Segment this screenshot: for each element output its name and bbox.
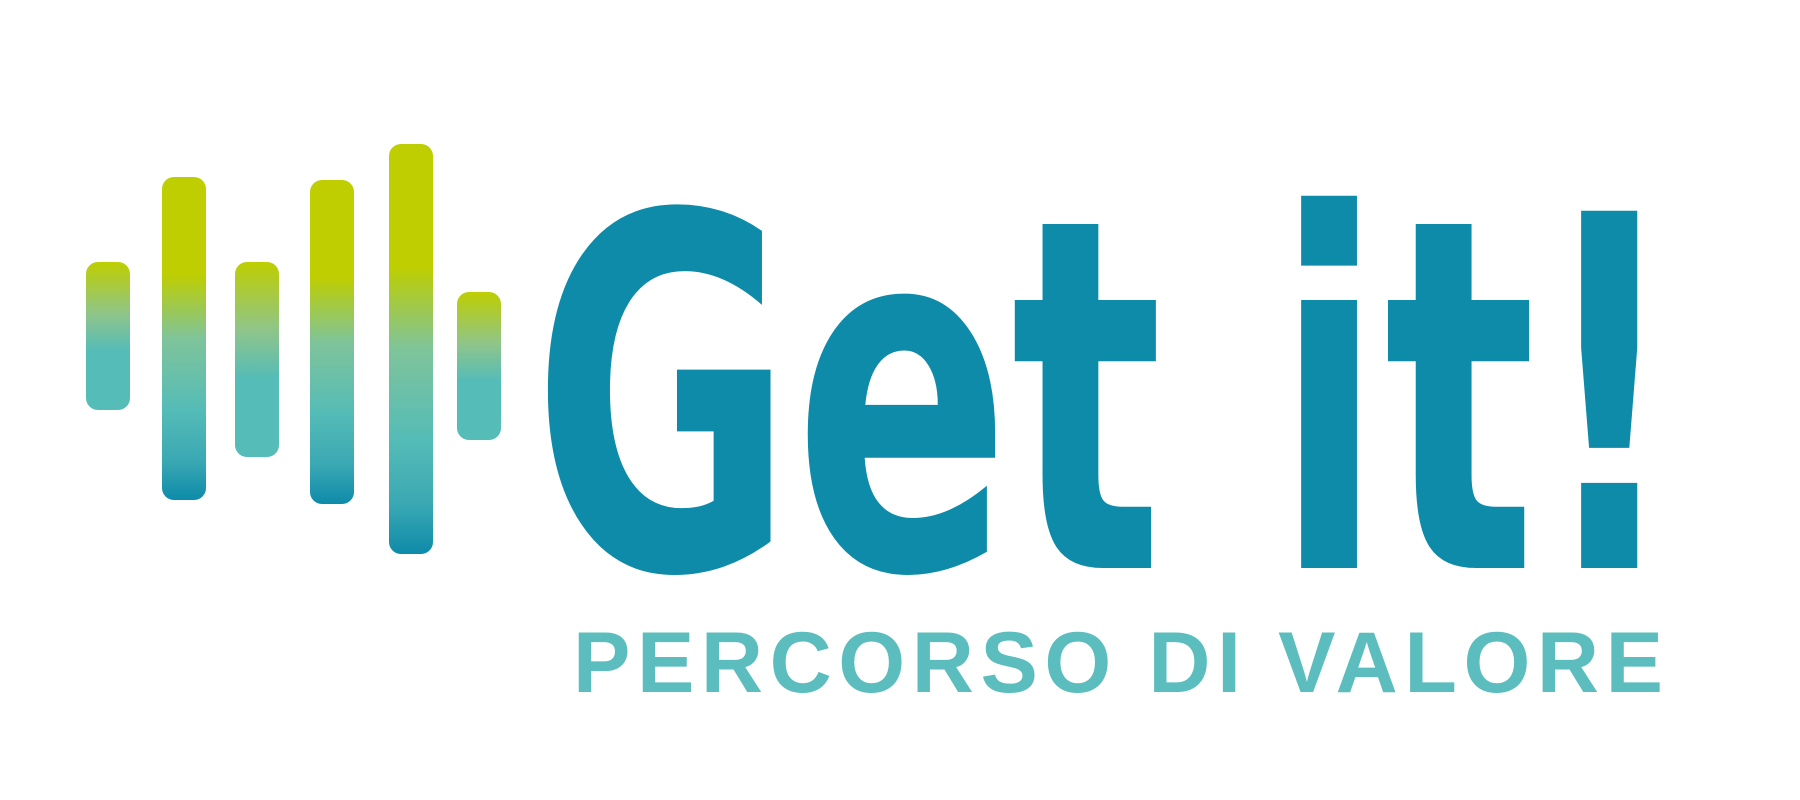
sound-bar-1 [86, 262, 130, 410]
sound-bars-icon [86, 144, 501, 554]
sound-bar-6 [457, 292, 501, 440]
sound-bar-3 [235, 262, 279, 457]
sound-bar-5 [389, 144, 433, 554]
sound-bar-4 [310, 180, 354, 504]
tagline: PERCORSO DI VALORE [573, 615, 1663, 711]
sound-bar-2 [162, 177, 206, 500]
wordmark: Get it! [532, 113, 1682, 684]
